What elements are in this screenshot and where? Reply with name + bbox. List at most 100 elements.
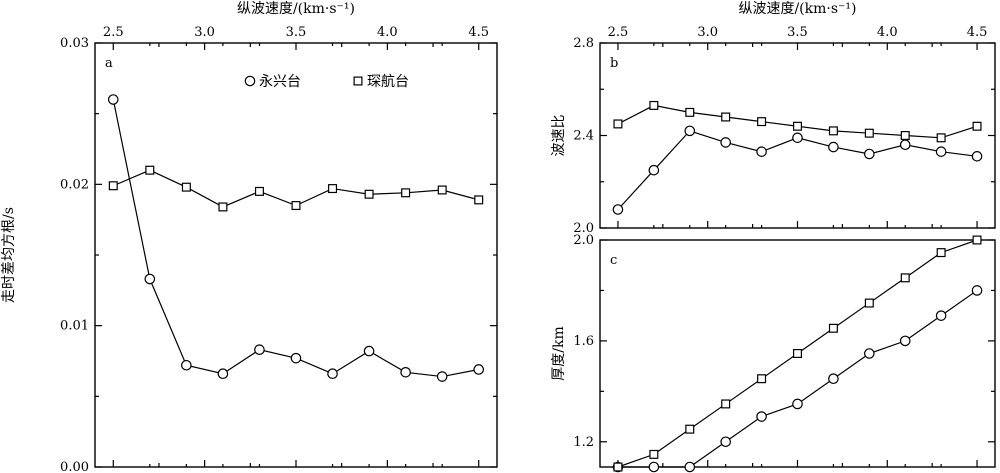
data-point-circle bbox=[217, 368, 229, 380]
data-point-square bbox=[900, 131, 910, 141]
y-tick-label: 1.6 bbox=[573, 334, 594, 349]
panel-a: 2.5 3.0 3.5 4.0 4.5 纵波速度/(km·s⁻¹) 0.00 0.01 0.02… bbox=[1, 1, 498, 473]
x-tick-label: 4.5 bbox=[468, 25, 489, 40]
data-point-circle bbox=[756, 411, 767, 422]
legend-marker-square bbox=[353, 76, 363, 86]
data-point-circle bbox=[648, 164, 660, 176]
data-point-circle bbox=[899, 139, 911, 151]
data-point-square bbox=[685, 424, 695, 434]
data-point-square bbox=[721, 399, 731, 409]
data-point-circle bbox=[684, 461, 696, 473]
y-axis-label: 厚度/km bbox=[551, 326, 567, 380]
legend-marker-circle bbox=[244, 75, 256, 87]
data-point-square bbox=[613, 119, 623, 129]
series-chenhang-c bbox=[613, 235, 982, 472]
data-point-square bbox=[474, 195, 484, 205]
data-point-circle bbox=[828, 141, 839, 153]
data-point-square bbox=[792, 349, 802, 359]
y-tick-label: 0.02 bbox=[60, 177, 89, 192]
legend-label: 琛航台 bbox=[367, 74, 409, 90]
data-point-circle bbox=[935, 310, 947, 321]
data-point-circle bbox=[935, 146, 947, 157]
y-tick-label: 2.4 bbox=[573, 129, 594, 144]
data-point-square bbox=[649, 100, 659, 110]
x-tick-label: 3.0 bbox=[697, 25, 718, 40]
data-point-circle bbox=[107, 94, 119, 105]
y-axis-label: 走时差均方根/s bbox=[1, 207, 17, 303]
data-point-square bbox=[181, 182, 191, 192]
data-point-square bbox=[972, 235, 982, 245]
data-point-circle bbox=[971, 285, 983, 296]
data-point-circle bbox=[720, 436, 731, 448]
x-tick-label: 4.0 bbox=[877, 25, 898, 40]
y-tick-label: 0.03 bbox=[60, 36, 89, 51]
data-point-square bbox=[218, 202, 228, 212]
x-tick-label: 3.5 bbox=[286, 25, 307, 40]
plot-frame-a bbox=[94, 42, 498, 468]
data-point-circle bbox=[971, 151, 983, 162]
data-point-circle bbox=[612, 204, 624, 215]
data-point-circle bbox=[792, 132, 803, 144]
data-point-circle bbox=[684, 125, 696, 137]
data-point-circle bbox=[400, 367, 411, 378]
series-yongxing-b bbox=[612, 125, 983, 215]
y-tick-label: 2.0 bbox=[573, 221, 594, 236]
series-chenhang-b bbox=[613, 100, 982, 143]
x-axis-label: 纵波速度/(km·s⁻¹) bbox=[237, 1, 355, 17]
x-tick-label: 4.0 bbox=[377, 25, 398, 40]
data-point-circle bbox=[181, 359, 192, 371]
data-point-circle bbox=[144, 273, 156, 285]
data-point-circle bbox=[436, 371, 448, 382]
x-axis-label: 纵波速度/(km·s⁻¹) bbox=[738, 1, 856, 17]
data-point-square bbox=[108, 181, 118, 191]
series-chenhang-a bbox=[108, 165, 484, 212]
data-point-square bbox=[364, 189, 374, 199]
data-point-square bbox=[437, 185, 447, 195]
legend: 永兴台 琛航台 bbox=[244, 74, 409, 90]
data-point-square bbox=[757, 374, 767, 384]
data-point-square bbox=[972, 121, 982, 131]
y-tick-label: 0.01 bbox=[60, 319, 89, 334]
data-point-square bbox=[936, 248, 946, 258]
data-point-circle bbox=[864, 348, 875, 359]
x-tick-label: 2.5 bbox=[608, 25, 629, 40]
data-point-circle bbox=[828, 373, 839, 385]
data-point-circle bbox=[290, 352, 302, 364]
y-tick-label: 1.2 bbox=[573, 435, 594, 450]
data-point-circle bbox=[363, 345, 375, 357]
legend-label: 永兴台 bbox=[259, 74, 301, 90]
series-line bbox=[112, 99, 479, 378]
data-point-square bbox=[757, 117, 767, 127]
data-point-circle bbox=[792, 398, 803, 410]
x-tick-label: 3.5 bbox=[787, 25, 808, 40]
y-tick-label: 0.00 bbox=[60, 460, 89, 473]
data-point-square bbox=[145, 165, 155, 175]
series-yongxing-a bbox=[107, 94, 485, 382]
data-point-circle bbox=[899, 335, 911, 347]
data-point-circle bbox=[720, 137, 731, 148]
data-point-square bbox=[828, 323, 838, 333]
data-point-square bbox=[864, 128, 874, 138]
data-point-square bbox=[649, 449, 659, 459]
data-point-square bbox=[254, 186, 264, 196]
data-point-circle bbox=[327, 368, 338, 380]
data-point-circle bbox=[473, 364, 485, 375]
y-tick-label: 2.8 bbox=[573, 36, 594, 51]
data-point-square bbox=[613, 462, 623, 472]
data-point-square bbox=[828, 126, 838, 136]
data-point-square bbox=[900, 273, 910, 283]
data-point-square bbox=[864, 298, 874, 308]
data-point-circle bbox=[648, 461, 660, 473]
panel-c: 1.2 1.6 2.0 厚度/km c bbox=[551, 233, 996, 473]
data-point-square bbox=[685, 107, 695, 117]
data-point-square bbox=[291, 201, 301, 211]
panel-label-b: b bbox=[610, 56, 618, 71]
data-point-square bbox=[401, 188, 411, 198]
panel-label-c: c bbox=[610, 253, 617, 268]
data-point-square bbox=[936, 133, 946, 143]
y-axis-label: 波速比 bbox=[551, 115, 567, 157]
data-point-square bbox=[721, 112, 731, 122]
data-point-circle bbox=[756, 146, 767, 157]
y-tick-label: 2.0 bbox=[573, 233, 594, 248]
